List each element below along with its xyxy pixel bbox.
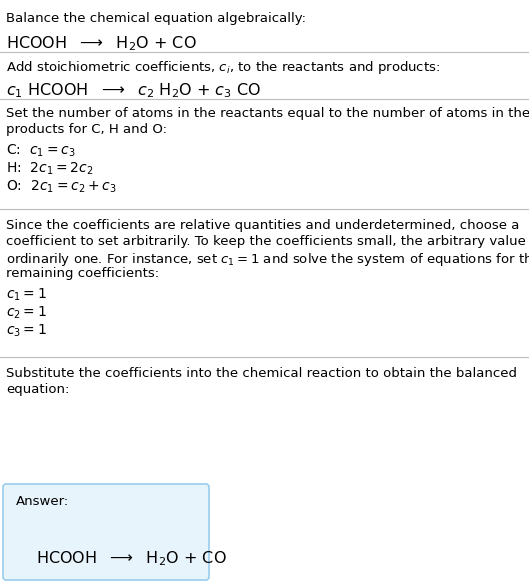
Text: C:  $c_1 = c_3$: C: $c_1 = c_3$: [6, 143, 76, 160]
Text: Substitute the coefficients into the chemical reaction to obtain the balanced: Substitute the coefficients into the che…: [6, 367, 517, 380]
Text: ordinarily one. For instance, set $c_1 = 1$ and solve the system of equations fo: ordinarily one. For instance, set $c_1 =…: [6, 251, 529, 268]
Text: HCOOH  $\longrightarrow$  H$_2$O + CO: HCOOH $\longrightarrow$ H$_2$O + CO: [6, 34, 197, 53]
Text: products for C, H and O:: products for C, H and O:: [6, 123, 167, 136]
Text: Add stoichiometric coefficients, $c_i$, to the reactants and products:: Add stoichiometric coefficients, $c_i$, …: [6, 59, 440, 76]
Text: Answer:: Answer:: [16, 495, 69, 508]
Text: O:  $2 c_1 = c_2 + c_3$: O: $2 c_1 = c_2 + c_3$: [6, 179, 117, 195]
Text: H:  $2 c_1 = 2 c_2$: H: $2 c_1 = 2 c_2$: [6, 161, 94, 177]
Text: remaining coefficients:: remaining coefficients:: [6, 267, 159, 280]
Text: coefficient to set arbitrarily. To keep the coefficients small, the arbitrary va: coefficient to set arbitrarily. To keep …: [6, 235, 529, 248]
Text: HCOOH  $\longrightarrow$  H$_2$O + CO: HCOOH $\longrightarrow$ H$_2$O + CO: [36, 549, 226, 568]
Text: Since the coefficients are relative quantities and underdetermined, choose a: Since the coefficients are relative quan…: [6, 219, 519, 232]
Text: Balance the chemical equation algebraically:: Balance the chemical equation algebraica…: [6, 12, 306, 25]
Text: $c_1$ HCOOH  $\longrightarrow$  $c_2$ H$_2$O + $c_3$ CO: $c_1$ HCOOH $\longrightarrow$ $c_2$ H$_2…: [6, 81, 261, 100]
Text: $c_2 = 1$: $c_2 = 1$: [6, 305, 47, 322]
Text: Set the number of atoms in the reactants equal to the number of atoms in the: Set the number of atoms in the reactants…: [6, 107, 529, 120]
FancyBboxPatch shape: [3, 484, 209, 580]
Text: $c_3 = 1$: $c_3 = 1$: [6, 323, 47, 339]
Text: $c_1 = 1$: $c_1 = 1$: [6, 287, 47, 303]
Text: equation:: equation:: [6, 383, 69, 396]
